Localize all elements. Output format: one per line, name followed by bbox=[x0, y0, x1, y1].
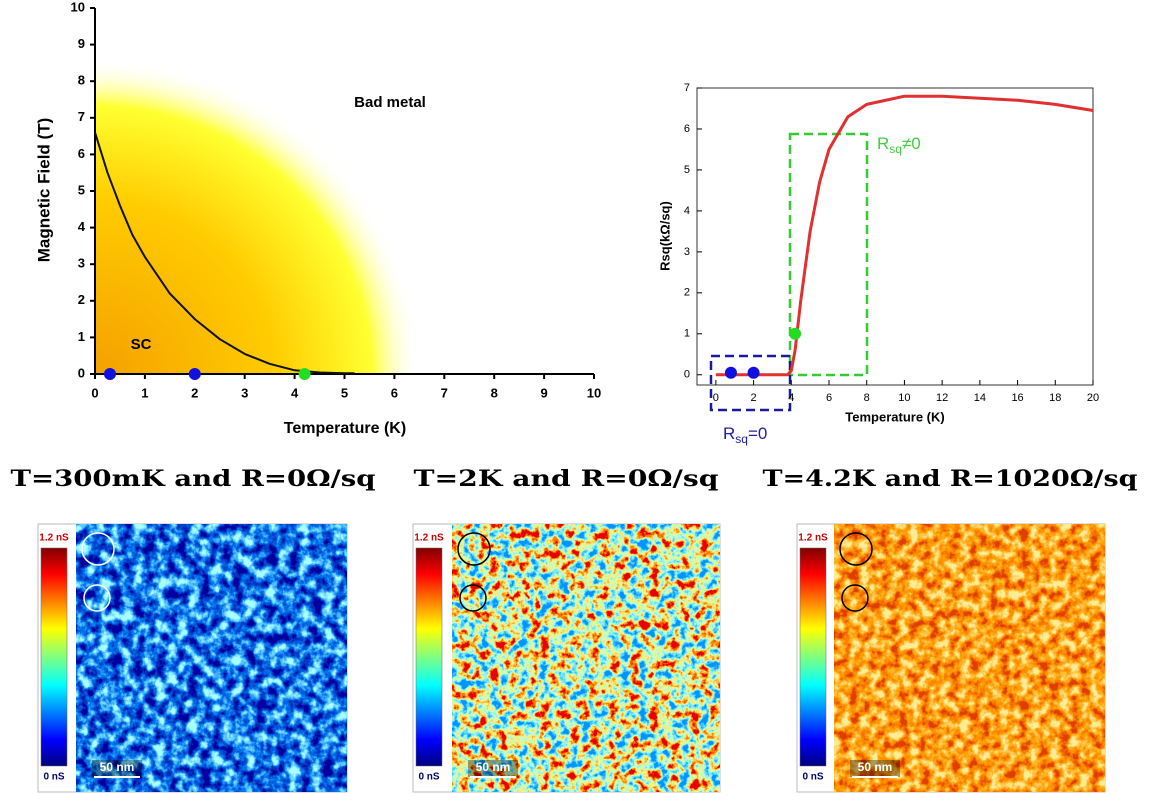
conductance-map bbox=[76, 524, 347, 792]
annotation: SC bbox=[131, 336, 152, 353]
colorbar-max-label: 1.2 nS bbox=[798, 533, 828, 544]
x-tick-label: 12 bbox=[936, 392, 948, 404]
y-tick-label: 0 bbox=[78, 365, 85, 380]
x-tick-label: 4 bbox=[291, 385, 299, 400]
scale-bar-bg bbox=[850, 760, 900, 777]
x-tick-label: 3 bbox=[241, 385, 248, 400]
y-tick-label: 3 bbox=[684, 246, 690, 258]
x-tick-label: 8 bbox=[491, 385, 498, 400]
y-tick-label: 2 bbox=[78, 292, 85, 307]
x-tick-label: 14 bbox=[974, 392, 986, 404]
nonzero-box bbox=[788, 132, 869, 377]
line bbox=[715, 94, 1094, 377]
colorbar-min-label: 0 nS bbox=[418, 772, 439, 783]
x-tick-label: 4 bbox=[788, 392, 794, 404]
y-tick-label: 8 bbox=[78, 73, 85, 88]
point bbox=[724, 366, 737, 379]
panel-title: T=300mK and R=0Ω/sq bbox=[11, 466, 376, 492]
colorbar-max-label: 1.2 nS bbox=[414, 533, 444, 544]
colorbar-min-label: 0 nS bbox=[43, 772, 64, 783]
colorbar bbox=[415, 547, 443, 767]
x-axis-label: Temperature (K) bbox=[284, 420, 406, 437]
y-tick-label: 1 bbox=[78, 329, 85, 344]
scale-bar-bg bbox=[92, 760, 142, 777]
x-tick-label: 2 bbox=[751, 392, 757, 404]
nonzero-label: Rsq≠0 bbox=[877, 134, 921, 156]
x-tick-label: 8 bbox=[864, 392, 870, 404]
colorbar-min-label: 0 nS bbox=[802, 772, 823, 783]
panel-title: T=4.2K and R=1020Ω/sq bbox=[763, 466, 1138, 492]
y-tick-label: 4 bbox=[684, 205, 690, 217]
zero-label: Rsq=0 bbox=[723, 424, 767, 446]
y-tick-label: 1 bbox=[684, 328, 690, 340]
x-tick-label: 10 bbox=[898, 392, 910, 404]
y-tick-label: 6 bbox=[78, 146, 85, 161]
y-tick-label: 3 bbox=[78, 256, 85, 271]
y-tick-label: 9 bbox=[78, 36, 85, 51]
x-tick-label: 6 bbox=[391, 385, 398, 400]
colorbar bbox=[799, 547, 827, 767]
y-tick-label: 10 bbox=[71, 0, 85, 14]
x-tick-label: 7 bbox=[441, 385, 448, 400]
x-tick-label: 0 bbox=[91, 385, 98, 400]
highlight-circle bbox=[459, 584, 487, 612]
scale-bar-label: 50 nm bbox=[100, 760, 135, 774]
annotation: Bad metal bbox=[354, 94, 426, 111]
y-tick-label: 7 bbox=[78, 109, 85, 124]
point bbox=[747, 366, 760, 379]
x-tick-label: 2 bbox=[191, 385, 198, 400]
x-tick-label: 18 bbox=[1049, 392, 1061, 404]
y-tick-label: 7 bbox=[684, 82, 690, 94]
y-tick-label: 5 bbox=[78, 182, 85, 197]
highlight-circle bbox=[81, 532, 115, 566]
zero-box bbox=[709, 354, 792, 412]
x-tick-label: 6 bbox=[826, 392, 832, 404]
panel-title: T=2K and R=0Ω/sq bbox=[414, 466, 719, 492]
conductance-map bbox=[452, 524, 720, 792]
x-tick-label: 16 bbox=[1011, 392, 1023, 404]
point bbox=[789, 327, 802, 340]
point bbox=[103, 368, 116, 380]
y-tick-label: 0 bbox=[684, 369, 690, 381]
line bbox=[94, 132, 355, 375]
y-tick-label: 6 bbox=[684, 123, 690, 135]
scale-bar-label: 50 nm bbox=[476, 760, 511, 774]
x-tick-label: 20 bbox=[1087, 392, 1099, 404]
highlight-circle bbox=[839, 532, 873, 566]
y-axis-label: Magnetic Field (T) bbox=[34, 118, 53, 263]
y-tick-label: 4 bbox=[78, 219, 86, 234]
phase-region bbox=[95, 59, 420, 374]
scale-bar-bg bbox=[468, 760, 518, 777]
x-axis-label: Temperature (K) bbox=[845, 409, 944, 424]
x-tick-label: 5 bbox=[341, 385, 348, 400]
x-tick-label: 1 bbox=[141, 385, 148, 400]
highlight-circle bbox=[457, 532, 491, 566]
y-tick-label: 5 bbox=[684, 164, 690, 176]
point bbox=[188, 368, 201, 380]
colorbar bbox=[40, 547, 68, 767]
colorbar-max-label: 1.2 nS bbox=[39, 533, 69, 544]
y-axis-label: Rsq(kΩ/sq) bbox=[657, 201, 672, 271]
highlight-circle bbox=[841, 584, 869, 612]
scale-bar-label: 50 nm bbox=[858, 760, 893, 774]
x-tick-label: 10 bbox=[587, 385, 601, 400]
highlight-circle bbox=[83, 584, 111, 612]
x-tick-label: 0 bbox=[713, 392, 719, 404]
x-tick-label: 9 bbox=[540, 385, 547, 400]
point bbox=[298, 368, 311, 380]
y-tick-label: 2 bbox=[684, 287, 690, 299]
conductance-map bbox=[834, 524, 1105, 792]
plot-frame bbox=[696, 87, 1094, 386]
